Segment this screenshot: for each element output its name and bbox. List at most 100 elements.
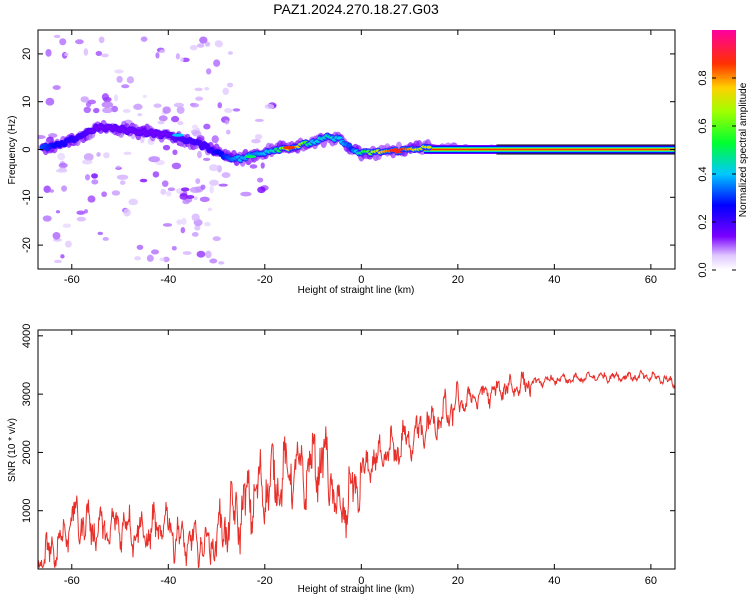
- noise-blob: [113, 94, 119, 102]
- noise-blob: [163, 256, 170, 263]
- noise-blob: [192, 130, 202, 137]
- noise-blob: [45, 97, 55, 106]
- noise-blob: [157, 120, 165, 125]
- noise-blob: [206, 68, 212, 75]
- y-tick-label: 20: [21, 48, 33, 60]
- snr-y-label: SNR (10 * v/v): [7, 418, 18, 482]
- noise-blob: [42, 215, 52, 222]
- noise-blob: [176, 106, 185, 114]
- colorbar-tick-label: 0.6: [697, 118, 709, 133]
- noise-blob: [62, 223, 72, 228]
- noise-blob: [122, 108, 131, 113]
- ridge-hotspot: [389, 148, 402, 153]
- noise-blob: [134, 256, 142, 261]
- noise-blob: [150, 249, 160, 255]
- noise-blob: [119, 180, 126, 185]
- noise-blob: [140, 139, 145, 144]
- noise-blob: [114, 69, 124, 74]
- noise-blob: [91, 173, 98, 179]
- noise-blob: [43, 185, 51, 193]
- noise-blob: [207, 207, 213, 212]
- noise-blob: [191, 232, 199, 237]
- x-tick-label: -20: [257, 575, 273, 587]
- noise-blob: [103, 152, 110, 159]
- noise-blob: [133, 103, 143, 110]
- noise-blob: [172, 149, 178, 156]
- spectrogram-noise: [38, 34, 277, 265]
- y-tick-label: 1000: [21, 498, 33, 522]
- spectrogram-ridge: [39, 119, 675, 167]
- spectrogram-y-ticks: 20 10 0 -10 -20: [21, 48, 675, 253]
- noise-blob: [84, 174, 91, 181]
- ridge-hotspot: [282, 145, 295, 150]
- ridge-hotspot: [244, 155, 257, 159]
- x-tick-label: -20: [257, 274, 273, 286]
- noise-blob: [218, 261, 225, 265]
- noise-blob: [97, 231, 104, 236]
- noise-blob: [75, 39, 84, 45]
- noise-blob: [162, 223, 173, 227]
- noise-blob: [101, 191, 107, 198]
- noise-blob: [59, 38, 67, 46]
- noise-blob: [83, 153, 94, 161]
- noise-blob: [225, 129, 231, 135]
- noise-blob: [176, 219, 183, 225]
- noise-blob: [162, 106, 171, 114]
- noise-blob: [177, 121, 184, 126]
- noise-blob: [171, 115, 180, 123]
- noise-blob: [53, 259, 63, 264]
- y-tick-label: 3000: [21, 382, 33, 406]
- noise-blob: [153, 103, 162, 108]
- noise-blob: [222, 87, 230, 96]
- noise-blob: [60, 254, 65, 259]
- ridge-core: [196, 141, 203, 145]
- noise-blob: [76, 216, 86, 222]
- snr-series: [38, 330, 675, 569]
- y-tick-label: 4000: [21, 324, 33, 348]
- noise-blob: [205, 250, 212, 259]
- noise-blob: [116, 174, 129, 180]
- noise-blob: [64, 52, 69, 57]
- noise-blob: [101, 53, 109, 58]
- spectrogram-x-label: Height of straight line (km): [298, 285, 415, 296]
- noise-blob: [96, 152, 101, 157]
- noise-blob: [204, 86, 210, 91]
- noise-blob: [155, 52, 160, 59]
- noise-blob: [49, 189, 54, 193]
- noise-blob: [197, 150, 202, 159]
- noise-blob: [196, 250, 206, 258]
- noise-blob: [102, 107, 113, 114]
- noise-blob: [175, 53, 180, 60]
- noise-blob: [101, 101, 114, 108]
- noise-blob: [200, 184, 206, 190]
- ridge-core: [425, 145, 432, 149]
- colorbar-tick-label: 0.2: [697, 214, 709, 229]
- noise-blob: [139, 178, 148, 183]
- noise-blob: [121, 84, 130, 89]
- colorbar: 0.0 0.2 0.4 0.6 0.8 Normalized spectral ampl…: [697, 30, 749, 278]
- noise-blob: [204, 221, 211, 227]
- noise-blob: [190, 103, 200, 108]
- noise-blob: [57, 152, 66, 161]
- noise-blob: [116, 165, 121, 169]
- noise-blob: [264, 103, 275, 110]
- x-tick-label: -40: [160, 274, 176, 286]
- colorbar-tick-label: 0.0: [697, 262, 709, 277]
- noise-blob: [209, 179, 219, 186]
- noise-blob: [171, 162, 182, 170]
- snr-x-label: Height of straight line (km): [298, 584, 415, 595]
- ridge-core: [203, 144, 210, 148]
- x-tick-label: -40: [160, 575, 176, 587]
- spectrogram-x-ticks: -60 -40 -20 0 20 40 60: [64, 30, 657, 286]
- noise-blob: [203, 123, 211, 130]
- colorbar-label: Normalized spectral amplitude: [738, 82, 749, 217]
- noise-blob: [102, 237, 109, 241]
- noise-blob: [181, 217, 187, 225]
- noise-blob: [199, 36, 208, 44]
- noise-blob: [52, 85, 61, 90]
- noise-blob: [232, 108, 241, 112]
- noise-blob: [80, 96, 89, 103]
- noise-blob: [81, 159, 93, 165]
- noise-blob: [158, 115, 168, 122]
- noise-blob: [55, 168, 68, 173]
